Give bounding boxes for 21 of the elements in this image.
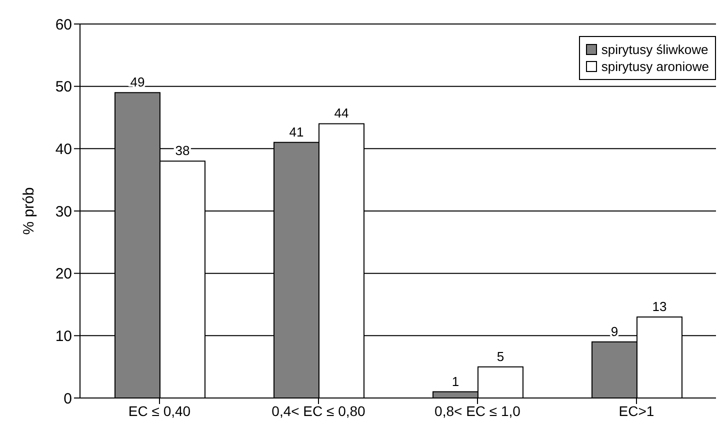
data-label: 41 [289, 124, 304, 140]
y-tick-label: 60 [55, 16, 72, 34]
y-tick-label: 0 [64, 390, 72, 408]
data-label: 9 [610, 324, 618, 339]
legend-label: spirytusy aroniowe [601, 59, 709, 74]
x-tick-label: 0,4< EC ≤ 0,80 [272, 402, 366, 419]
y-tick-label: 50 [55, 78, 72, 96]
x-tick-label: EC>1 [618, 402, 654, 419]
y-tick-label: 10 [55, 328, 72, 345]
data-label: 49 [130, 74, 145, 90]
data-label: 5 [496, 348, 504, 364]
y-tick-label: 40 [55, 140, 72, 158]
x-tick-label: EC ≤ 0,40 [128, 402, 191, 419]
data-label: 1 [452, 374, 460, 389]
data-label: 44 [334, 106, 349, 121]
y-tick-label: 30 [55, 203, 72, 220]
legend-label: spirytusy śliwkowe [601, 42, 708, 57]
y-axis-title: % prób [20, 187, 38, 235]
data-label: 13 [652, 298, 667, 314]
x-tick-label: 0,8< EC ≤ 1,0 [434, 402, 521, 419]
y-tick-label: 20 [55, 266, 72, 283]
